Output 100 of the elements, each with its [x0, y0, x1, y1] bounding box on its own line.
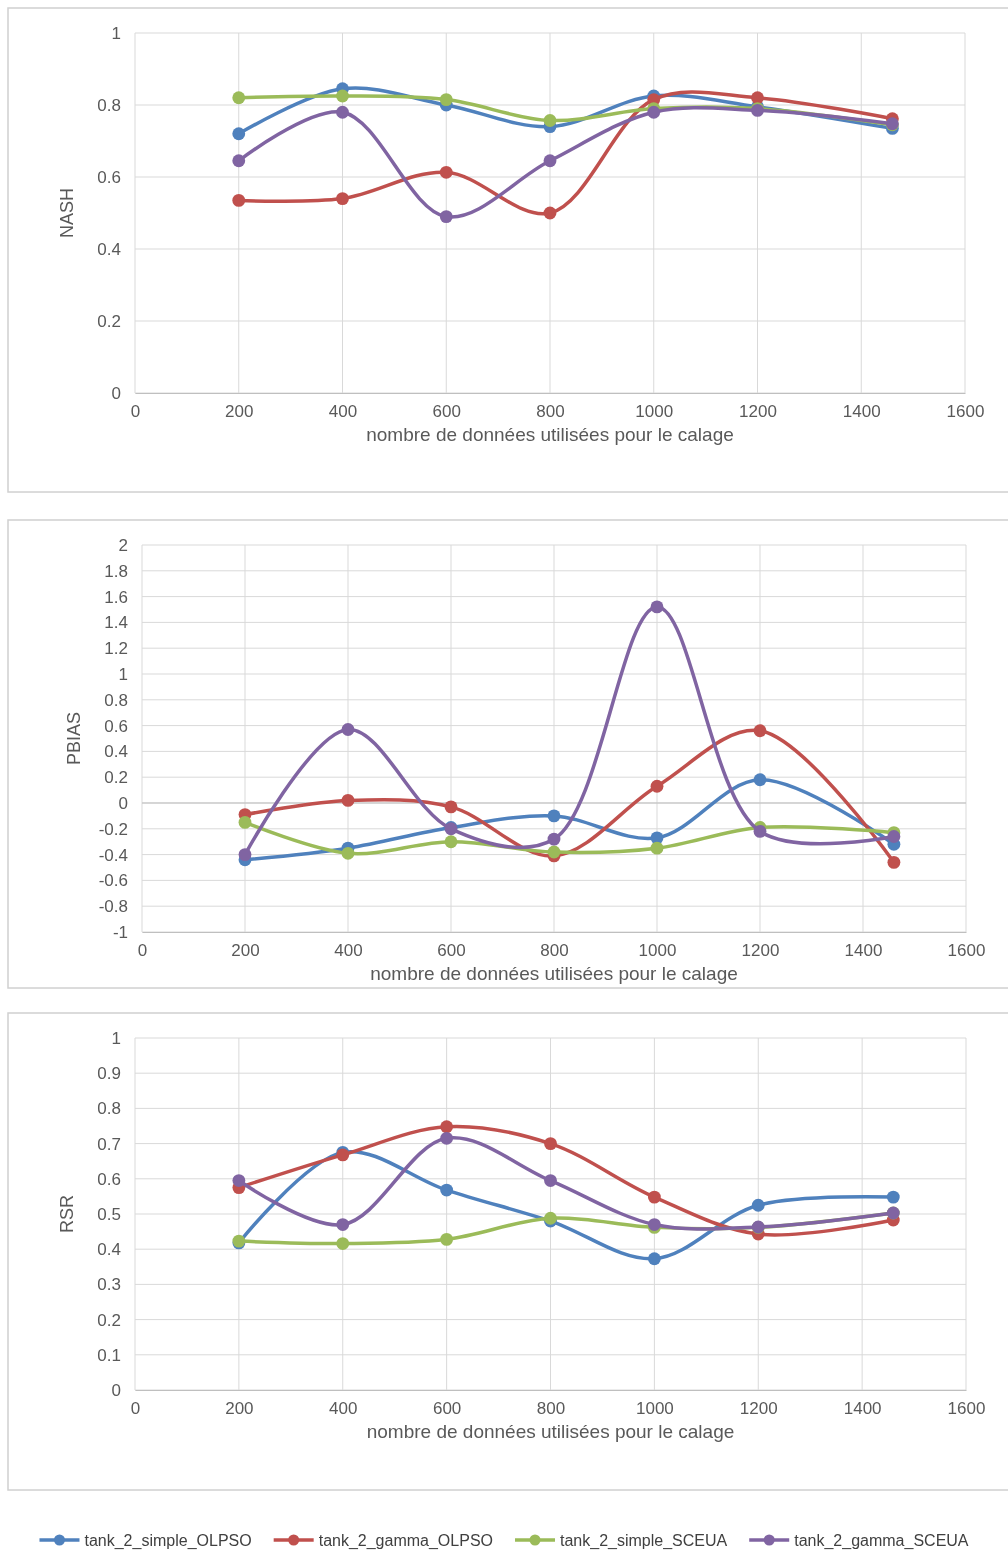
legend-label: tank_2_gamma_SCEUA [794, 1532, 969, 1550]
y-tick-label: 0 [111, 383, 121, 403]
y-tick-label: -0.8 [98, 897, 128, 917]
x-tick-label: 1200 [739, 1399, 778, 1419]
y-tick-label: 1.8 [104, 561, 128, 581]
point [238, 848, 252, 862]
x-tick-label: 200 [225, 1399, 254, 1419]
point [751, 1198, 765, 1212]
y-tick-label: 0.4 [97, 239, 121, 259]
y-tick-label: 0.8 [97, 1099, 121, 1119]
point [336, 105, 349, 119]
point [647, 1190, 661, 1204]
point [753, 773, 767, 787]
legend-label: tank_2_gamma_OLPSO [318, 1532, 494, 1550]
point [232, 127, 246, 141]
y-tick-label: -0.2 [98, 819, 128, 839]
point [543, 206, 557, 220]
x-tick-label: 400 [329, 1399, 358, 1419]
point [440, 1232, 454, 1246]
legend-label: tank_2_simple_OLPSO [84, 1532, 252, 1550]
point [547, 832, 561, 846]
x-axis-title: nombre de données utilisées pour le calage [370, 963, 738, 984]
point [439, 93, 453, 107]
x-tick-label: 1000 [638, 941, 677, 961]
x-tick-label: 1600 [947, 941, 986, 961]
point [341, 794, 355, 807]
point [440, 1131, 454, 1145]
point [336, 192, 349, 206]
y-tick-label: 0.3 [97, 1275, 121, 1295]
point [544, 1174, 557, 1187]
point [341, 723, 355, 736]
x-tick-label: 800 [536, 402, 565, 422]
point [336, 89, 349, 103]
y-tick-label: 0 [111, 1380, 121, 1400]
y-tick-label: -0.6 [98, 871, 128, 891]
y-tick-label: 0.8 [97, 95, 121, 115]
point [751, 91, 764, 105]
point [647, 1252, 661, 1266]
point [336, 1237, 350, 1250]
x-tick-label: 400 [328, 402, 358, 422]
x-tick-label: 400 [334, 941, 363, 961]
point [544, 1137, 557, 1151]
x-tick-label: 1400 [842, 402, 881, 422]
y-tick-label: 0.4 [97, 1240, 121, 1260]
y-tick-label: -1 [112, 922, 128, 942]
x-tick-label: 600 [432, 1399, 462, 1419]
x-tick-label: 600 [437, 941, 466, 961]
x-tick-label: 600 [432, 402, 461, 422]
y-tick-label: 1.4 [104, 613, 128, 633]
y-tick-label: 1 [111, 23, 121, 43]
x-tick-label: 1200 [741, 941, 780, 961]
x-tick-label: 1200 [739, 402, 777, 422]
point [232, 1174, 246, 1187]
point [547, 845, 561, 859]
y-tick-label: 0.2 [97, 311, 121, 331]
point [753, 724, 767, 738]
point [887, 830, 901, 843]
point [440, 1183, 454, 1197]
y-tick-label: 0.9 [97, 1064, 121, 1084]
y-tick-label: 1.2 [104, 639, 128, 659]
point [439, 165, 453, 179]
y-tick-label: 0.7 [97, 1134, 121, 1154]
y-tick-label: 0.5 [97, 1204, 121, 1224]
x-axis-title: nombre de données utilisées pour le calage [366, 424, 734, 445]
y-tick-label: 0.4 [104, 742, 128, 762]
y-tick-label: 0.6 [104, 716, 128, 736]
x-tick-label: 1000 [635, 1399, 674, 1419]
y-axis-title: NASH [57, 187, 77, 239]
y-tick-label: 1.6 [104, 587, 128, 607]
point [753, 824, 767, 838]
x-tick-label: 1400 [843, 1399, 882, 1419]
y-tick-label: 0 [118, 793, 128, 813]
point [440, 1120, 454, 1134]
point [336, 1218, 350, 1231]
point [238, 815, 252, 829]
y-tick-label: 0.2 [104, 768, 128, 788]
legend-label: tank_2_simple_SCEUA [560, 1532, 728, 1550]
point [341, 846, 355, 860]
x-tick-label: 0 [137, 941, 148, 961]
x-tick-label: 1400 [844, 941, 883, 961]
y-tick-label: -0.4 [98, 845, 128, 865]
x-tick-label: 1600 [946, 402, 985, 422]
y-tick-label: 0.6 [97, 1169, 121, 1189]
y-tick-label: 0.1 [97, 1345, 121, 1365]
point [887, 855, 901, 869]
x-tick-label: 1000 [635, 402, 674, 422]
x-tick-label: 800 [536, 1399, 566, 1419]
point [650, 779, 664, 793]
point [444, 835, 458, 849]
point [547, 809, 561, 823]
point [232, 91, 246, 105]
y-tick-label: 1 [111, 1028, 121, 1048]
x-tick-label: 200 [231, 941, 260, 961]
y-axis-title: RSR [57, 1194, 77, 1234]
x-tick-label: 800 [540, 941, 569, 961]
y-tick-label: 0.2 [97, 1310, 121, 1330]
x-tick-label: 200 [225, 402, 254, 422]
point [439, 210, 453, 224]
x-tick-label: 1600 [947, 1399, 986, 1419]
x-axis-title: nombre de données utilisées pour le calage [366, 1421, 735, 1442]
